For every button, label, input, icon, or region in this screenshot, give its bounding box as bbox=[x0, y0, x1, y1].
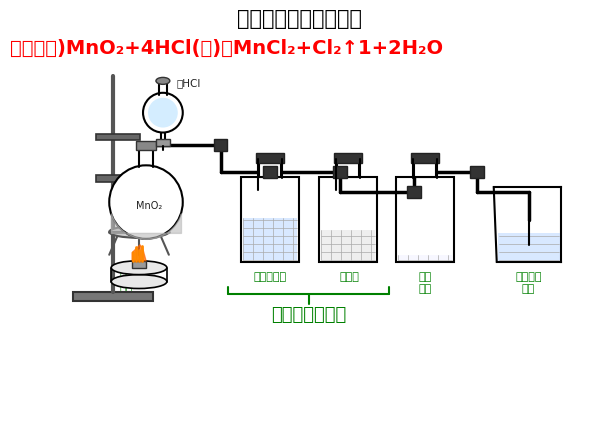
Bar bbox=[256, 154, 284, 163]
Text: MnO₂: MnO₂ bbox=[136, 201, 162, 211]
Bar bbox=[411, 154, 439, 163]
Text: 实验室制备氯气装置图: 实验室制备氯气装置图 bbox=[238, 9, 362, 29]
Bar bbox=[97, 175, 140, 182]
Text: 浓硫酸: 浓硫酸 bbox=[340, 272, 359, 282]
Circle shape bbox=[109, 165, 183, 239]
Ellipse shape bbox=[109, 226, 169, 238]
Text: 装置: 装置 bbox=[119, 283, 133, 294]
Bar bbox=[241, 177, 299, 262]
Bar bbox=[333, 166, 347, 178]
Bar bbox=[337, 160, 359, 177]
Bar bbox=[319, 177, 377, 262]
Text: 净化与干燥装置: 净化与干燥装置 bbox=[271, 307, 347, 324]
Bar bbox=[498, 233, 560, 261]
Bar bbox=[214, 139, 227, 151]
Text: 装置: 装置 bbox=[522, 283, 535, 294]
Circle shape bbox=[148, 98, 178, 128]
Bar bbox=[136, 141, 156, 150]
Bar bbox=[263, 166, 277, 178]
Text: 饱和食盐水: 饱和食盐水 bbox=[254, 272, 287, 282]
Bar bbox=[132, 261, 146, 267]
Circle shape bbox=[143, 93, 183, 132]
Bar bbox=[397, 177, 454, 262]
Bar bbox=[321, 230, 374, 260]
Ellipse shape bbox=[111, 261, 167, 275]
Bar bbox=[470, 166, 484, 178]
Text: 收集: 收集 bbox=[419, 272, 432, 282]
Bar bbox=[414, 160, 436, 177]
Text: 反应原理)MnO₂+4HCl(浓)＝MnCl₂+Cl₂↑1+2H₂O: 反应原理)MnO₂+4HCl(浓)＝MnCl₂+Cl₂↑1+2H₂O bbox=[10, 39, 443, 58]
Bar bbox=[334, 154, 362, 163]
Bar bbox=[398, 255, 452, 260]
Text: 装置: 装置 bbox=[419, 283, 432, 294]
Bar bbox=[407, 186, 421, 198]
Ellipse shape bbox=[156, 77, 170, 84]
Polygon shape bbox=[132, 245, 146, 261]
Bar bbox=[244, 218, 297, 260]
Bar bbox=[259, 160, 281, 177]
Bar bbox=[73, 292, 153, 301]
Ellipse shape bbox=[111, 275, 167, 289]
Text: 尾气处理: 尾气处理 bbox=[515, 272, 542, 282]
Bar bbox=[156, 139, 170, 147]
Text: 发生: 发生 bbox=[119, 272, 133, 282]
Bar bbox=[97, 134, 140, 141]
Text: 浓HCl: 浓HCl bbox=[177, 78, 201, 88]
